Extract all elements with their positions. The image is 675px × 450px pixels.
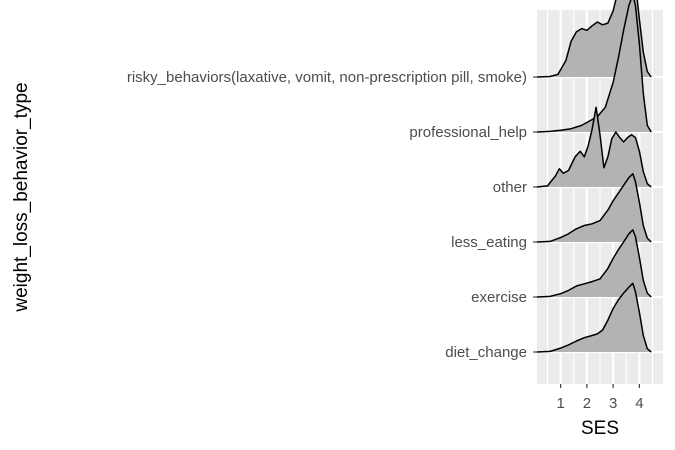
ridge-fill (537, 283, 652, 352)
ridge-line (536, 173, 652, 243)
y-tick-label: risky_behaviors(laxative, vomit, non-pre… (127, 69, 527, 86)
y-tick-label: diet_change (445, 344, 527, 361)
ridge-line (536, 0, 652, 133)
y-axis-title: weight_loss_behavior_type (11, 82, 32, 312)
ridge-line (536, 229, 652, 298)
x-tick-label: 1 (556, 395, 564, 412)
y-tick-label: other (493, 179, 527, 196)
y-tick-marks (533, 76, 537, 353)
x-tick-label: 4 (635, 395, 643, 412)
ridges (536, 0, 652, 353)
ridge-fill (537, 229, 652, 297)
ridge-fill (537, 173, 652, 242)
y-tick-label: exercise (471, 289, 527, 306)
y-tick-label: professional_help (409, 124, 527, 141)
ridge-line (536, 106, 652, 188)
ridge-fill (537, 0, 652, 132)
x-ticks: 1 2 3 4 (556, 384, 644, 412)
y-tick-label: less_eating (451, 234, 527, 251)
ridge-fill (537, 107, 652, 187)
x-tick-label: 3 (609, 395, 617, 412)
ridge-line (536, 0, 652, 78)
ridge-line (536, 282, 652, 353)
y-tick-labels: diet_change exercise less_eating other profe… (127, 69, 527, 361)
x-axis-title: SES (581, 418, 619, 439)
x-tick-label: 2 (583, 395, 591, 412)
